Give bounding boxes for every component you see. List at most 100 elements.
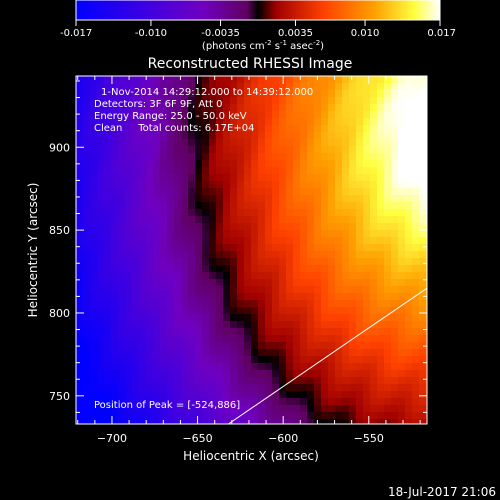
heatmap-cell: [328, 125, 336, 133]
heatmap-cell: [181, 377, 189, 385]
heatmap-cell: [356, 370, 364, 378]
heatmap-cell: [160, 118, 168, 126]
heatmap-cell: [328, 209, 336, 217]
heatmap-cell: [153, 195, 161, 203]
heatmap-cell: [202, 307, 210, 315]
heatmap-cell: [153, 384, 161, 392]
heatmap-cell: [314, 293, 322, 301]
heatmap-cell: [83, 104, 91, 112]
heatmap-cell: [405, 335, 413, 343]
heatmap-cell: [370, 244, 378, 252]
heatmap-cell: [398, 384, 406, 392]
heatmap-cell: [216, 258, 224, 266]
heatmap-cell: [230, 209, 238, 217]
heatmap-cell: [146, 118, 154, 126]
heatmap-cell: [139, 265, 147, 273]
heatmap-cell: [405, 279, 413, 287]
heatmap-cell: [188, 97, 196, 105]
heatmap-cell: [181, 335, 189, 343]
heatmap-cell: [181, 321, 189, 329]
heatmap-cell: [258, 195, 266, 203]
heatmap-cell: [83, 188, 91, 196]
heatmap-cell: [202, 111, 210, 119]
heatmap-cell: [363, 328, 371, 336]
heatmap-cell: [272, 244, 280, 252]
heatmap-cell: [272, 118, 280, 126]
heatmap-cell: [307, 230, 315, 238]
heatmap-cell: [90, 300, 98, 308]
heatmap-cell: [335, 167, 343, 175]
heatmap-cell: [146, 384, 154, 392]
heatmap-cell: [370, 230, 378, 238]
heatmap-cell: [90, 174, 98, 182]
heatmap-cell: [132, 391, 140, 399]
heatmap-cell: [307, 118, 315, 126]
heatmap-cell: [279, 265, 287, 273]
heatmap-cell: [405, 83, 413, 91]
heatmap-cell: [251, 223, 259, 231]
heatmap-cell: [405, 132, 413, 140]
heatmap-cell: [307, 321, 315, 329]
heatmap-cell: [398, 188, 406, 196]
heatmap-cell: [125, 146, 133, 154]
heatmap-cell: [363, 356, 371, 364]
heatmap-cell: [314, 328, 322, 336]
heatmap-cell: [286, 328, 294, 336]
heatmap-cell: [104, 363, 112, 371]
heatmap-cell: [167, 83, 175, 91]
heatmap-cell: [181, 104, 189, 112]
heatmap-cell: [300, 181, 308, 189]
heatmap-cell: [118, 321, 126, 329]
heatmap-cell: [300, 146, 308, 154]
heatmap-cell: [195, 153, 203, 161]
heatmap-cell: [76, 230, 84, 238]
heatmap-cell: [104, 370, 112, 378]
heatmap-cell: [153, 293, 161, 301]
heatmap-cell: [216, 97, 224, 105]
heatmap-cell: [209, 300, 217, 308]
heatmap-cell: [321, 251, 329, 259]
heatmap-cell: [104, 328, 112, 336]
heatmap-cell: [174, 188, 182, 196]
heatmap-cell: [237, 286, 245, 294]
heatmap-cell: [118, 328, 126, 336]
heatmap-cell: [321, 328, 329, 336]
heatmap-cell: [195, 167, 203, 175]
heatmap-cell: [223, 300, 231, 308]
heatmap-cell: [195, 391, 203, 399]
heatmap-cell: [405, 216, 413, 224]
heatmap-cell: [349, 167, 357, 175]
heatmap-cell: [300, 342, 308, 350]
heatmap-cell: [111, 216, 119, 224]
heatmap-cell: [104, 272, 112, 280]
heatmap-cell: [244, 230, 252, 238]
heatmap-cell: [258, 139, 266, 147]
heatmap-cell: [314, 272, 322, 280]
heatmap-area: [76, 76, 427, 424]
heatmap-cell: [335, 377, 343, 385]
heatmap-cell: [321, 272, 329, 280]
heatmap-cell: [153, 286, 161, 294]
heatmap-cell: [349, 286, 357, 294]
heatmap-cell: [83, 237, 91, 245]
heatmap-cell: [118, 293, 126, 301]
heatmap-cell: [314, 223, 322, 231]
heatmap-cell: [356, 405, 364, 413]
heatmap-cell: [314, 118, 322, 126]
heatmap-cell: [321, 125, 329, 133]
heatmap-cell: [132, 132, 140, 140]
heatmap-cell: [307, 377, 315, 385]
heatmap-cell: [391, 370, 399, 378]
heatmap-cell: [279, 335, 287, 343]
heatmap-cell: [118, 216, 126, 224]
heatmap-cell: [83, 391, 91, 399]
heatmap-cell: [111, 76, 119, 84]
heatmap-cell: [398, 223, 406, 231]
heatmap-cell: [419, 83, 427, 91]
heatmap-cell: [314, 125, 322, 133]
heatmap-cell: [258, 251, 266, 259]
heatmap-cell: [104, 153, 112, 161]
heatmap-cell: [265, 251, 273, 259]
heatmap-cell: [111, 286, 119, 294]
heatmap-cell: [342, 230, 350, 238]
